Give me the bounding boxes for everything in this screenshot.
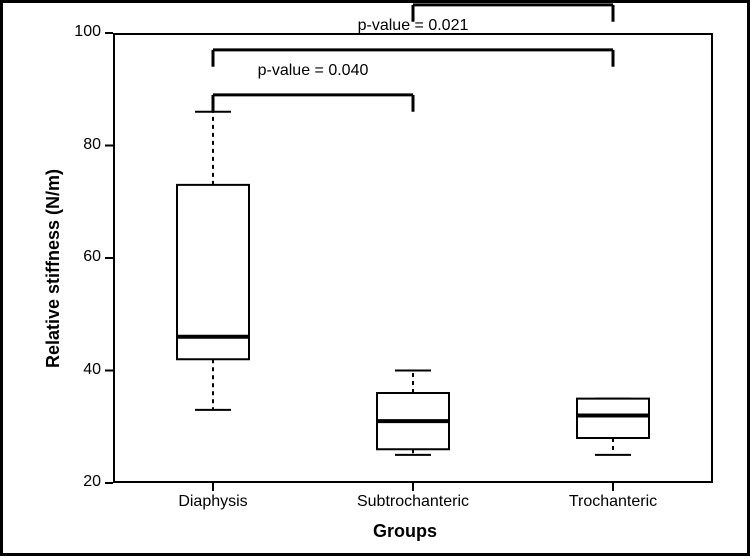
- pvalue-annotation: p-value = 0.040: [233, 62, 393, 80]
- figure-frame: Relative stiffness (N/m) Groups 20 40 60 80…: [0, 0, 750, 556]
- y-tick-label: 60: [63, 248, 101, 266]
- x-tick-label: Trochanteric: [533, 493, 693, 511]
- x-tick-label: Subtrochanteric: [333, 493, 493, 511]
- y-tick-label: 40: [63, 361, 101, 379]
- y-tick-label: 80: [63, 136, 101, 154]
- x-tick-label: Diaphysis: [133, 493, 293, 511]
- pvalue-annotation: p-value = 0.021: [333, 17, 493, 35]
- y-tick-label: 100: [63, 23, 101, 41]
- chart-svg: [3, 3, 750, 559]
- x-axis-label: Groups: [373, 521, 437, 542]
- y-axis-label: Relative stiffness (N/m): [43, 169, 64, 368]
- y-tick-label: 20: [63, 473, 101, 491]
